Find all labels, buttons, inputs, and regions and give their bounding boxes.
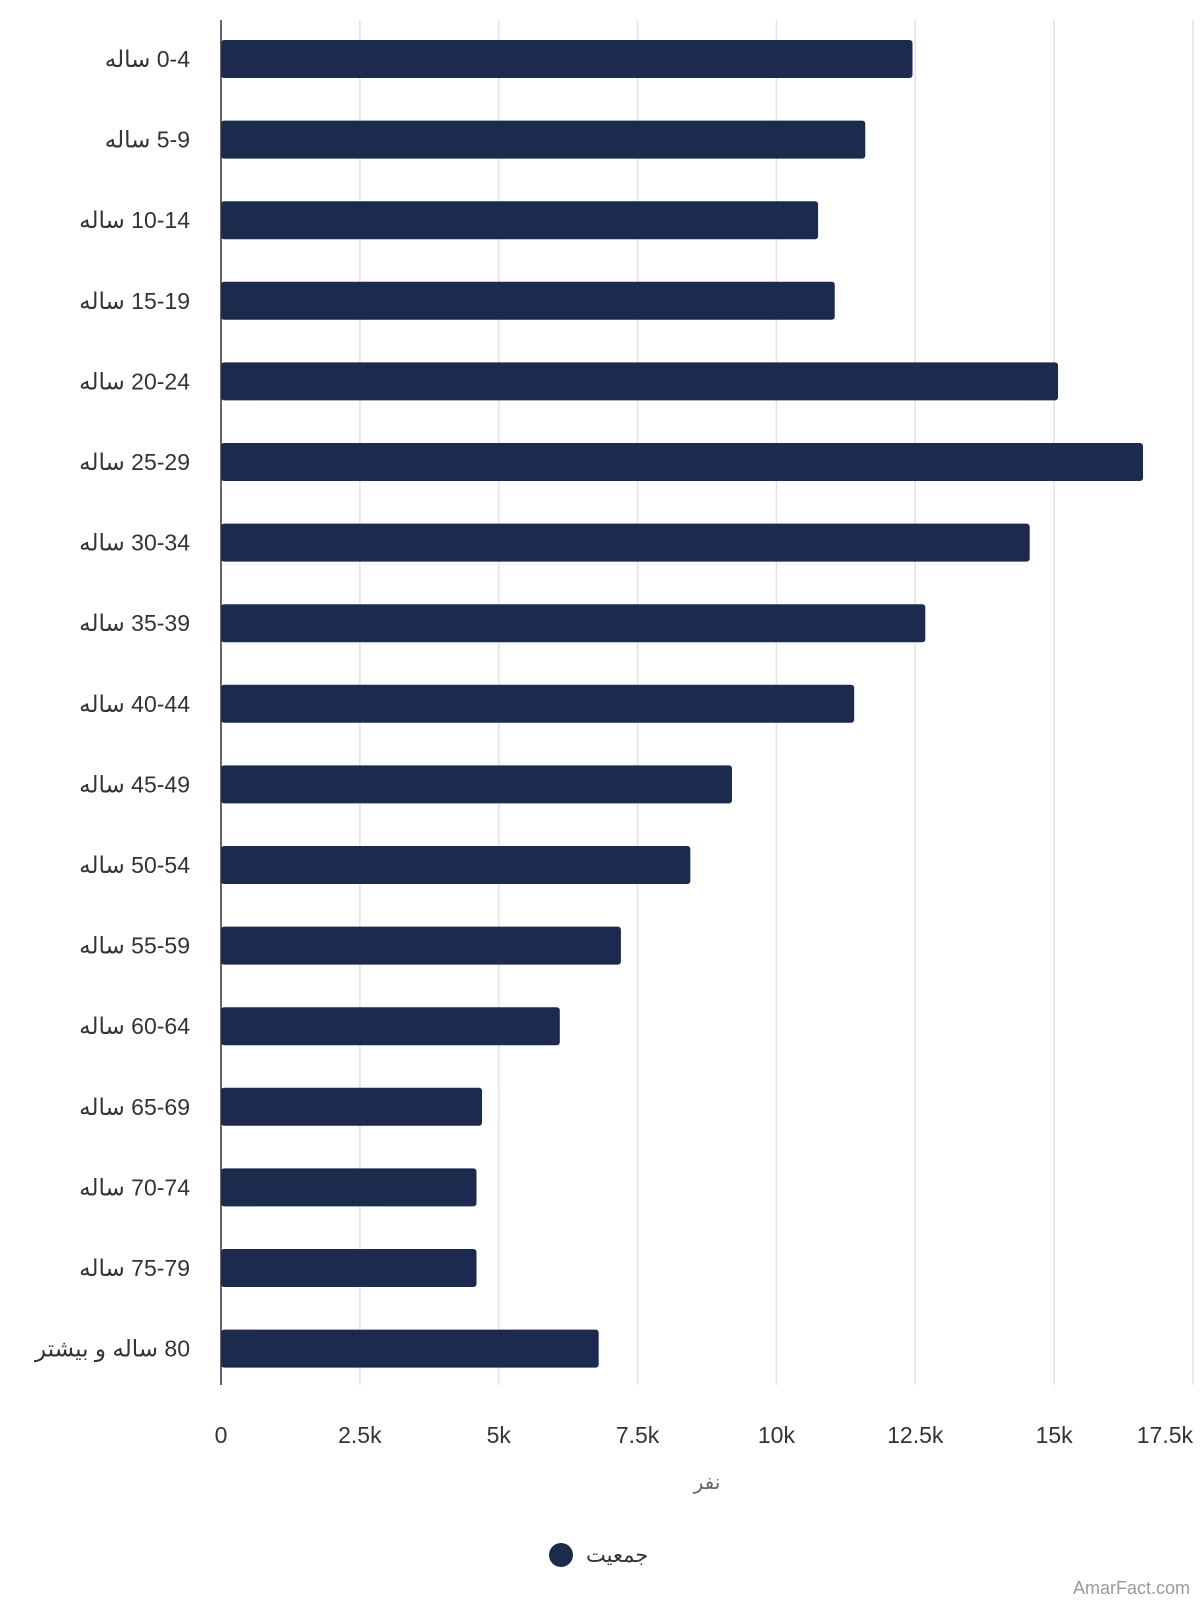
bar[interactable] [221,523,1030,562]
bar[interactable] [221,604,926,643]
category-label: 35-39 ساله [79,610,190,636]
bar[interactable] [221,1249,477,1287]
bar[interactable] [221,120,866,159]
category-label: 45-49 ساله [79,771,190,797]
x-axis-title: نفر [693,1472,721,1494]
category-label: 50-54 ساله [79,852,190,878]
category-label: 25-29 ساله [79,449,190,475]
x-tick-label: 10k [758,1422,796,1448]
category-label: 15-19 ساله [79,288,190,314]
category-label: 20-24 ساله [79,368,190,394]
category-label: 70-74 ساله [79,1174,190,1200]
bar[interactable] [221,1329,599,1368]
category-label: 75-79 ساله [79,1255,190,1281]
bar[interactable] [221,362,1059,401]
bar[interactable] [221,926,621,965]
category-label: 5-9 ساله [105,127,190,153]
legend-marker-icon [549,1543,573,1567]
bar[interactable] [221,40,913,78]
category-label: 30-34 ساله [79,530,190,556]
category-label: 10-14 ساله [79,207,190,233]
category-label: 80 ساله و بیشتر [34,1336,190,1363]
category-label: 65-69 ساله [79,1094,190,1120]
bar[interactable] [221,684,855,723]
bars [221,40,1144,1368]
bar[interactable] [221,765,732,804]
category-label: 55-59 ساله [79,933,190,959]
x-tick-label: 0 [215,1422,228,1448]
x-tick-label: 17.5k [1137,1422,1194,1448]
x-tick-label: 12.5k [887,1422,944,1448]
bar[interactable] [221,1007,560,1046]
category-label: 0-4 ساله [105,46,190,72]
x-tick-label: 5k [487,1422,512,1448]
legend-label: جمعیت [586,1544,648,1567]
x-tick-label: 15k [1036,1422,1074,1448]
bar[interactable] [221,201,819,240]
x-tick-labels: 0 2.5k 5k 7.5k 10k 12.5k 15k 17.5k [215,1422,1194,1448]
bar[interactable] [221,281,835,320]
bar[interactable] [221,1087,483,1126]
category-label: 60-64 ساله [79,1013,190,1039]
bar[interactable] [221,846,691,884]
bar[interactable] [221,1168,477,1207]
category-label: 40-44 ساله [79,691,190,717]
bar[interactable] [221,443,1144,481]
category-labels: 0-4 ساله 5-9 ساله 10-14 ساله 15-19 ساله 20-2… [34,46,190,1363]
legend[interactable]: جمعیت [549,1543,648,1567]
x-tick-label: 2.5k [338,1422,382,1448]
watermark: AmarFact.com [1073,1578,1190,1598]
x-tick-label: 7.5k [616,1422,660,1448]
